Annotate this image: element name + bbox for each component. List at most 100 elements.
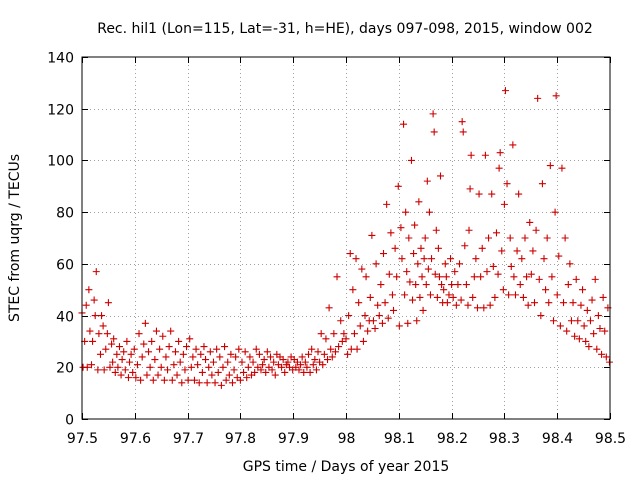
data-point — [507, 262, 515, 270]
data-point — [449, 293, 457, 301]
data-point — [328, 353, 336, 361]
data-point — [306, 368, 314, 376]
data-point — [126, 358, 134, 366]
data-point — [268, 366, 276, 374]
data-point — [410, 250, 418, 258]
data-point — [297, 361, 305, 369]
data-point — [416, 293, 424, 301]
data-point — [335, 343, 343, 351]
data-point — [464, 301, 472, 309]
data-point — [430, 128, 438, 136]
data-point — [366, 293, 374, 301]
data-point — [530, 299, 538, 307]
data-point — [372, 260, 380, 268]
data-point — [513, 247, 521, 255]
x-tick-label: 98.3 — [489, 431, 520, 447]
data-point — [582, 337, 590, 345]
data-point — [417, 244, 425, 252]
data-point — [548, 273, 556, 281]
data-point — [114, 363, 122, 371]
data-point — [338, 337, 346, 345]
data-point — [352, 255, 360, 263]
data-point — [129, 368, 137, 376]
data-point — [327, 345, 335, 353]
data-point — [333, 273, 341, 281]
data-point — [393, 273, 401, 281]
data-point — [437, 172, 445, 180]
data-point — [211, 379, 219, 387]
data-points — [78, 87, 613, 389]
data-point — [588, 296, 596, 304]
data-point — [118, 356, 126, 364]
data-point — [469, 293, 477, 301]
data-point — [431, 270, 439, 278]
data-point — [308, 345, 316, 353]
data-point — [401, 291, 409, 299]
data-point — [495, 164, 503, 172]
data-point — [99, 322, 107, 330]
data-point — [556, 322, 564, 330]
data-point — [171, 348, 179, 356]
data-point — [462, 281, 470, 289]
data-point — [189, 353, 197, 361]
data-point — [246, 353, 254, 361]
data-point — [195, 379, 203, 387]
data-point — [230, 366, 238, 374]
x-tick-label: 97.8 — [225, 431, 256, 447]
data-point — [120, 348, 128, 356]
data-point — [432, 226, 440, 234]
y-tick-label: 20 — [56, 361, 74, 377]
data-point — [124, 374, 132, 382]
data-point — [208, 371, 216, 379]
data-point — [263, 348, 271, 356]
data-point — [509, 141, 517, 149]
y-tick-label: 120 — [47, 103, 74, 119]
data-point — [175, 337, 183, 345]
data-point — [575, 335, 583, 343]
data-point — [342, 335, 350, 343]
data-point — [602, 353, 610, 361]
data-point — [381, 299, 389, 307]
data-point — [355, 299, 363, 307]
y-tick-label: 100 — [47, 154, 74, 170]
data-point — [379, 250, 387, 258]
data-point — [255, 350, 263, 358]
data-point — [164, 366, 172, 374]
data-point — [383, 200, 391, 208]
data-point — [228, 379, 236, 387]
data-point — [421, 234, 429, 242]
data-point — [165, 343, 173, 351]
data-point — [359, 337, 367, 345]
data-point — [270, 358, 278, 366]
x-tick-label: 98.5 — [595, 431, 626, 447]
data-point — [378, 319, 386, 327]
data-point — [90, 296, 98, 304]
data-point — [192, 345, 200, 353]
data-point — [241, 348, 249, 356]
data-point — [115, 343, 123, 351]
data-point — [350, 330, 358, 338]
data-point — [451, 268, 459, 276]
data-point — [82, 301, 90, 309]
data-point — [599, 293, 607, 301]
data-point — [369, 317, 377, 325]
data-point — [156, 345, 164, 353]
data-point — [404, 319, 412, 327]
data-point — [572, 275, 580, 283]
data-point — [356, 322, 364, 330]
data-point — [505, 291, 513, 299]
data-point — [538, 180, 546, 188]
data-point — [477, 273, 485, 281]
data-point — [535, 275, 543, 283]
data-point — [368, 231, 376, 239]
data-point — [425, 208, 433, 216]
data-point — [151, 356, 159, 364]
data-point — [419, 306, 427, 314]
data-point — [170, 361, 178, 369]
data-point — [593, 345, 601, 353]
data-point — [418, 273, 426, 281]
data-point — [244, 363, 252, 371]
data-point — [346, 250, 354, 258]
data-point — [397, 224, 405, 232]
